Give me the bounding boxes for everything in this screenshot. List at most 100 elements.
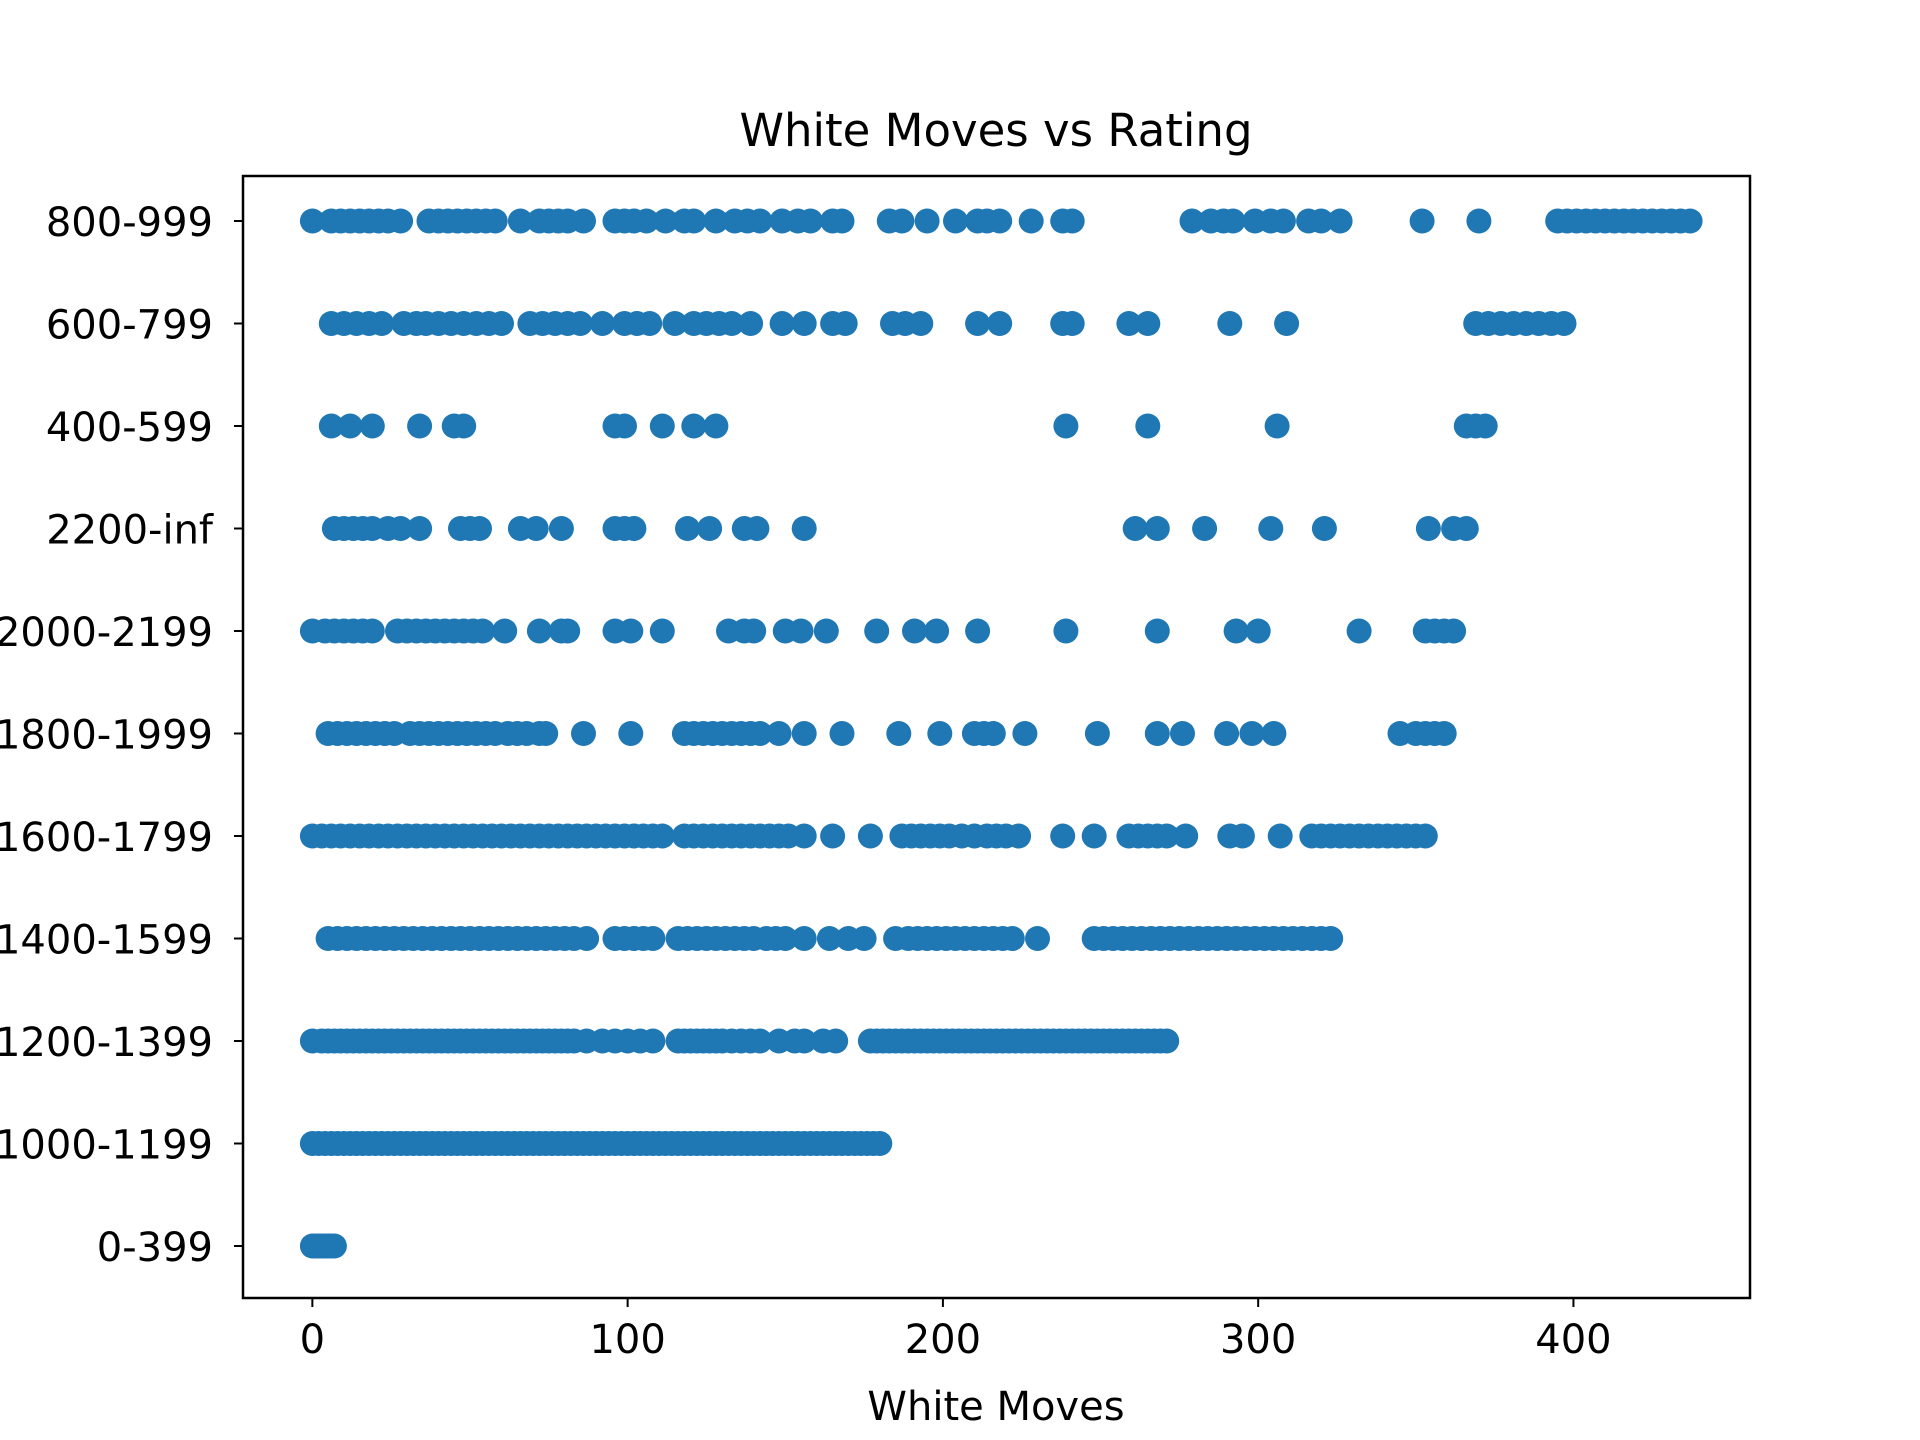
scatter-point — [703, 208, 729, 234]
scatter-point — [1264, 413, 1290, 439]
scatter-point — [548, 516, 574, 541]
scatter-point — [1170, 721, 1195, 746]
scatter-point — [359, 413, 385, 439]
scatter-point — [388, 208, 414, 234]
scatter-points — [299, 208, 1703, 1259]
scatter-point — [791, 823, 817, 849]
scatter-point — [1050, 823, 1076, 849]
scatter-point — [1551, 311, 1577, 336]
y-tick-label: 600-799 — [46, 303, 213, 349]
scatter-point — [1258, 516, 1284, 541]
scatter-point — [867, 1131, 893, 1156]
scatter-point — [1441, 618, 1467, 644]
scatter-point — [791, 1028, 817, 1054]
scatter-point — [649, 413, 675, 439]
scatter-point — [1059, 311, 1085, 336]
scatter-point — [943, 208, 968, 234]
scatter-point — [772, 926, 798, 951]
scatter-point — [889, 208, 915, 234]
scatter-point — [1261, 721, 1287, 746]
scatter-point — [1229, 823, 1255, 849]
scatter-point — [1154, 823, 1180, 849]
scatter-point — [1059, 208, 1085, 234]
scatter-point — [927, 721, 953, 746]
scatter-point — [1308, 208, 1334, 234]
scatter-point — [662, 311, 688, 336]
y-tick-label: 0-399 — [97, 1225, 213, 1271]
scatter-point — [1239, 721, 1265, 746]
scatter-point — [470, 618, 496, 644]
scatter-point — [634, 208, 659, 234]
y-tick-label: 1200-1399 — [0, 1020, 213, 1066]
scatter-point — [1173, 823, 1199, 849]
y-axis: 0-399 1000-1199 1200-1399 1400-1599 1600-179… — [0, 200, 243, 1271]
scatter-point — [1311, 516, 1337, 541]
scatter-point — [798, 208, 823, 234]
scatter-point — [533, 721, 559, 746]
scatter-point — [571, 721, 596, 746]
scatter-point — [1018, 208, 1044, 234]
scatter-point — [1217, 311, 1243, 336]
scatter-point — [299, 208, 325, 234]
scatter-point — [738, 311, 764, 336]
y-tick-label: 1600-1799 — [0, 815, 213, 861]
scatter-point — [741, 618, 767, 644]
scatter-point — [1135, 311, 1161, 336]
scatter-point — [555, 618, 581, 644]
x-tick-label: 300 — [1220, 1317, 1296, 1363]
scatter-point — [369, 311, 395, 336]
x-tick-label: 0 — [300, 1317, 325, 1363]
scatter-point — [766, 721, 792, 746]
scatter-point — [747, 1028, 773, 1054]
scatter-point — [924, 618, 950, 644]
x-tick-label: 200 — [905, 1317, 981, 1363]
scatter-point — [675, 516, 700, 541]
scatter-point — [1409, 208, 1435, 234]
scatter-point — [823, 1028, 849, 1054]
scatter-point — [1274, 311, 1300, 336]
scatter-point — [388, 516, 414, 541]
scatter-point — [1081, 823, 1107, 849]
scatter-point — [788, 618, 814, 644]
scatter-point — [526, 618, 552, 644]
scatter-point — [886, 721, 912, 746]
y-tick-label: 2000-2199 — [0, 610, 213, 656]
scatter-point — [649, 823, 675, 849]
scatter-point — [492, 618, 518, 644]
scatter-point — [851, 926, 877, 951]
scatter-point — [1006, 823, 1032, 849]
y-tick-label: 800-999 — [46, 200, 213, 246]
x-axis: 0 100 200 300 400 — [300, 1298, 1612, 1363]
scatter-point — [1318, 926, 1344, 951]
scatter-point — [999, 926, 1025, 951]
scatter-point — [359, 618, 385, 644]
x-tick-label: 400 — [1535, 1317, 1611, 1363]
scatter-point — [829, 721, 855, 746]
plot-frame — [241, 174, 1752, 1300]
y-tick-label: 400-599 — [46, 405, 213, 451]
scatter-point — [523, 516, 549, 541]
scatter-point — [407, 413, 433, 439]
scatter-point — [1327, 208, 1353, 234]
scatter-point — [902, 618, 927, 644]
scatter-point — [820, 823, 846, 849]
scatter-point — [1053, 413, 1079, 439]
scatter-point — [649, 618, 675, 644]
scatter-point — [1415, 516, 1441, 541]
scatter-point — [1412, 823, 1438, 849]
scatter-point — [1245, 618, 1271, 644]
scatter-point — [1135, 413, 1161, 439]
scatter-point — [681, 208, 707, 234]
scatter-point — [467, 516, 492, 541]
scatter-point — [1144, 618, 1170, 644]
y-tick-label: 2200-inf — [46, 508, 214, 554]
scatter-point — [681, 413, 707, 439]
scatter-point — [1116, 311, 1142, 336]
scatter-point — [318, 413, 344, 439]
scatter-point — [618, 721, 644, 746]
scatter-point — [1025, 926, 1050, 951]
scatter-point — [321, 1233, 347, 1259]
scatter-point — [791, 721, 817, 746]
